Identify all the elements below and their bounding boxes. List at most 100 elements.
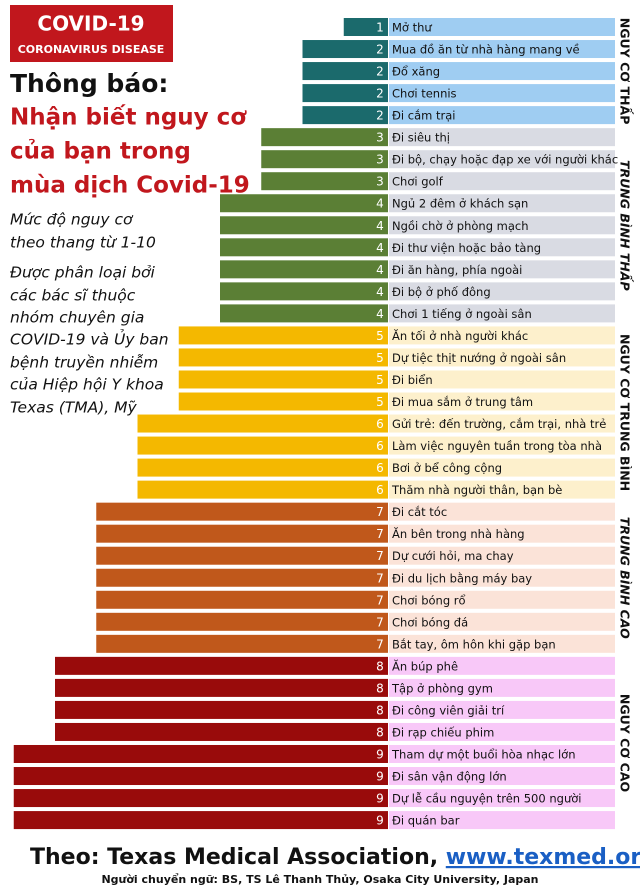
- bar: [96, 590, 388, 609]
- value-label: 9: [376, 792, 384, 806]
- value-label: 3: [376, 153, 384, 167]
- category-label: Bơi ở bể công cộng: [392, 461, 502, 475]
- note-line: các bác sĩ thuộc: [10, 287, 136, 305]
- label-box: [389, 524, 615, 543]
- category-label: Tham dự một buổi hòa nhạc lớn: [391, 747, 576, 761]
- value-label: 6: [376, 417, 384, 431]
- category-label: Chơi bóng rổ: [392, 593, 466, 607]
- value-label: 5: [376, 373, 384, 387]
- value-label: 4: [376, 263, 384, 277]
- label-box: [389, 480, 615, 499]
- label-box: [389, 700, 615, 719]
- value-label: 7: [376, 549, 384, 563]
- label-box: [389, 502, 615, 521]
- value-label: 6: [376, 461, 384, 475]
- label-box: [389, 282, 615, 301]
- label-box: [389, 656, 615, 675]
- category-label: Đi ăn hàng, phía ngoài: [392, 263, 522, 277]
- title: Thông báo:: [10, 69, 168, 98]
- value-label: 5: [376, 351, 384, 365]
- label-box: [389, 304, 615, 323]
- category-label: Dự lễ cầu nguyện trên 500 người: [392, 792, 581, 806]
- bar: [261, 128, 388, 147]
- note-line: Texas (TMA), Mỹ: [10, 399, 138, 417]
- subtitle-line: mùa dịch Covid-19: [10, 173, 250, 199]
- label-box: [389, 458, 615, 477]
- value-label: 4: [376, 285, 384, 299]
- bar: [96, 502, 388, 521]
- source-link[interactable]: www.texmed.org: [446, 845, 640, 870]
- category-label: Đi công viên giải trí: [392, 703, 505, 717]
- value-label: 3: [376, 175, 384, 189]
- value-label: 9: [376, 770, 384, 784]
- value-label: 2: [376, 65, 384, 79]
- value-label: 7: [376, 593, 384, 607]
- bar: [178, 348, 388, 367]
- label-box: [389, 811, 615, 830]
- credit: Người chuyển ngữ: BS, TS Lê Thanh Thủy, …: [101, 873, 538, 886]
- label-box: [389, 128, 615, 147]
- value-label: 7: [376, 571, 384, 585]
- badge-title: COVID-19: [37, 12, 144, 36]
- category-label: Đi biển: [392, 373, 433, 387]
- bar: [178, 326, 388, 345]
- value-label: 8: [376, 725, 384, 739]
- bar: [220, 238, 388, 257]
- label-box: [389, 392, 615, 411]
- value-label: 8: [376, 659, 384, 673]
- value-label: 1: [376, 21, 384, 35]
- category-label: Đi rạp chiếu phim: [392, 725, 494, 739]
- subtitle-line: Nhận biết nguy cơ: [10, 104, 247, 131]
- category-label: Tập ở phòng gym: [391, 681, 493, 695]
- category-label: Bắt tay, ôm hôn khi gặp bạn: [392, 637, 556, 651]
- category-label: Chơi bóng đá: [392, 615, 468, 629]
- category-label: Gửi trẻ: đến trường, cắm trại, nhà trẻ: [392, 417, 606, 431]
- value-label: 3: [376, 131, 384, 145]
- bar: [13, 789, 388, 808]
- category-label: Đi thư viện hoặc bảo tàng: [392, 241, 541, 255]
- value-label: 7: [376, 637, 384, 651]
- category-label: Mở thư: [392, 21, 432, 35]
- category-label: Đổ xăng: [392, 65, 440, 79]
- label-box: [389, 436, 615, 455]
- source-text: Theo: Texas Medical Association,: [30, 845, 438, 870]
- bar: [96, 546, 388, 565]
- bar: [302, 106, 388, 125]
- category-label: Đi sân vận động lớn: [392, 770, 507, 784]
- bar: [302, 40, 388, 59]
- label-box: [389, 172, 615, 191]
- category-label: Đi bộ, chạy hoặc đạp xe với người khác: [392, 153, 618, 167]
- bar: [13, 744, 388, 763]
- label-box: [389, 678, 615, 697]
- value-label: 2: [376, 87, 384, 101]
- value-label: 9: [376, 814, 384, 828]
- label-box: [389, 568, 615, 587]
- value-label: 8: [376, 703, 384, 717]
- value-label: 5: [376, 395, 384, 409]
- bar: [302, 84, 388, 103]
- bar: [220, 216, 388, 235]
- label-box: [389, 326, 615, 345]
- label-box: [389, 84, 615, 103]
- label-box: [389, 414, 615, 433]
- value-label: 7: [376, 615, 384, 629]
- category-label: Đi cắm trại: [392, 109, 455, 123]
- label-box: [389, 546, 615, 565]
- bar: [220, 304, 388, 323]
- badge-subtitle: CORONAVIRUS DISEASE: [18, 43, 165, 56]
- label-box: [389, 634, 615, 653]
- value-label: 4: [376, 219, 384, 233]
- bar: [137, 436, 388, 455]
- value-label: 7: [376, 527, 384, 541]
- label-box: [389, 612, 615, 631]
- label-box: [389, 348, 615, 367]
- bar: [55, 700, 388, 719]
- group-label: TRUNG BÌNH THẤP: [618, 160, 634, 291]
- label-box: [389, 194, 615, 213]
- category-label: Chơi tennis: [392, 87, 457, 101]
- value-label: 4: [376, 197, 384, 211]
- bar: [220, 194, 388, 213]
- category-label: Đi mua sắm ở trung tâm: [392, 395, 533, 409]
- group-label: NGUY CƠ CAO: [618, 694, 633, 792]
